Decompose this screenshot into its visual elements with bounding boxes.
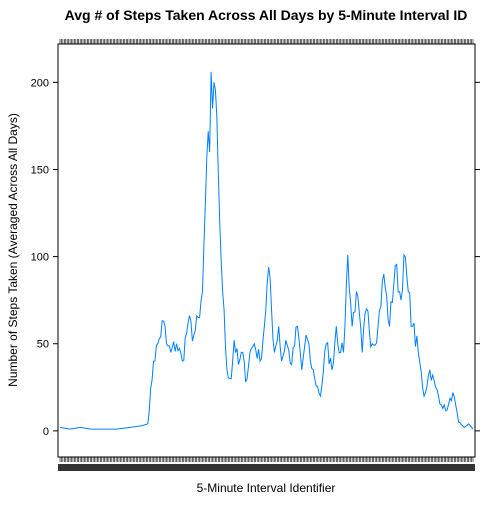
plot-frame xyxy=(57,43,476,458)
y-tick-label: 200 xyxy=(31,77,49,89)
y-axis-label: Number of Steps Taken (Averaged Across A… xyxy=(6,113,20,387)
y-tick-label: 50 xyxy=(37,339,49,351)
bottom-tick-marks xyxy=(58,457,475,471)
series-line xyxy=(59,71,474,430)
chart-title: Avg # of Steps Taken Across All Days by … xyxy=(65,7,468,23)
top-tick-marks xyxy=(59,39,474,44)
y-tick-label: 0 xyxy=(43,426,49,438)
x-axis-label: 5-Minute Interval Identifier xyxy=(197,481,336,495)
y-tick-label: 150 xyxy=(31,164,49,176)
y-tick-label: 100 xyxy=(31,252,49,264)
y-axis: 0 50 100 150 200 xyxy=(31,77,480,438)
x-tick-label-band xyxy=(58,464,475,471)
